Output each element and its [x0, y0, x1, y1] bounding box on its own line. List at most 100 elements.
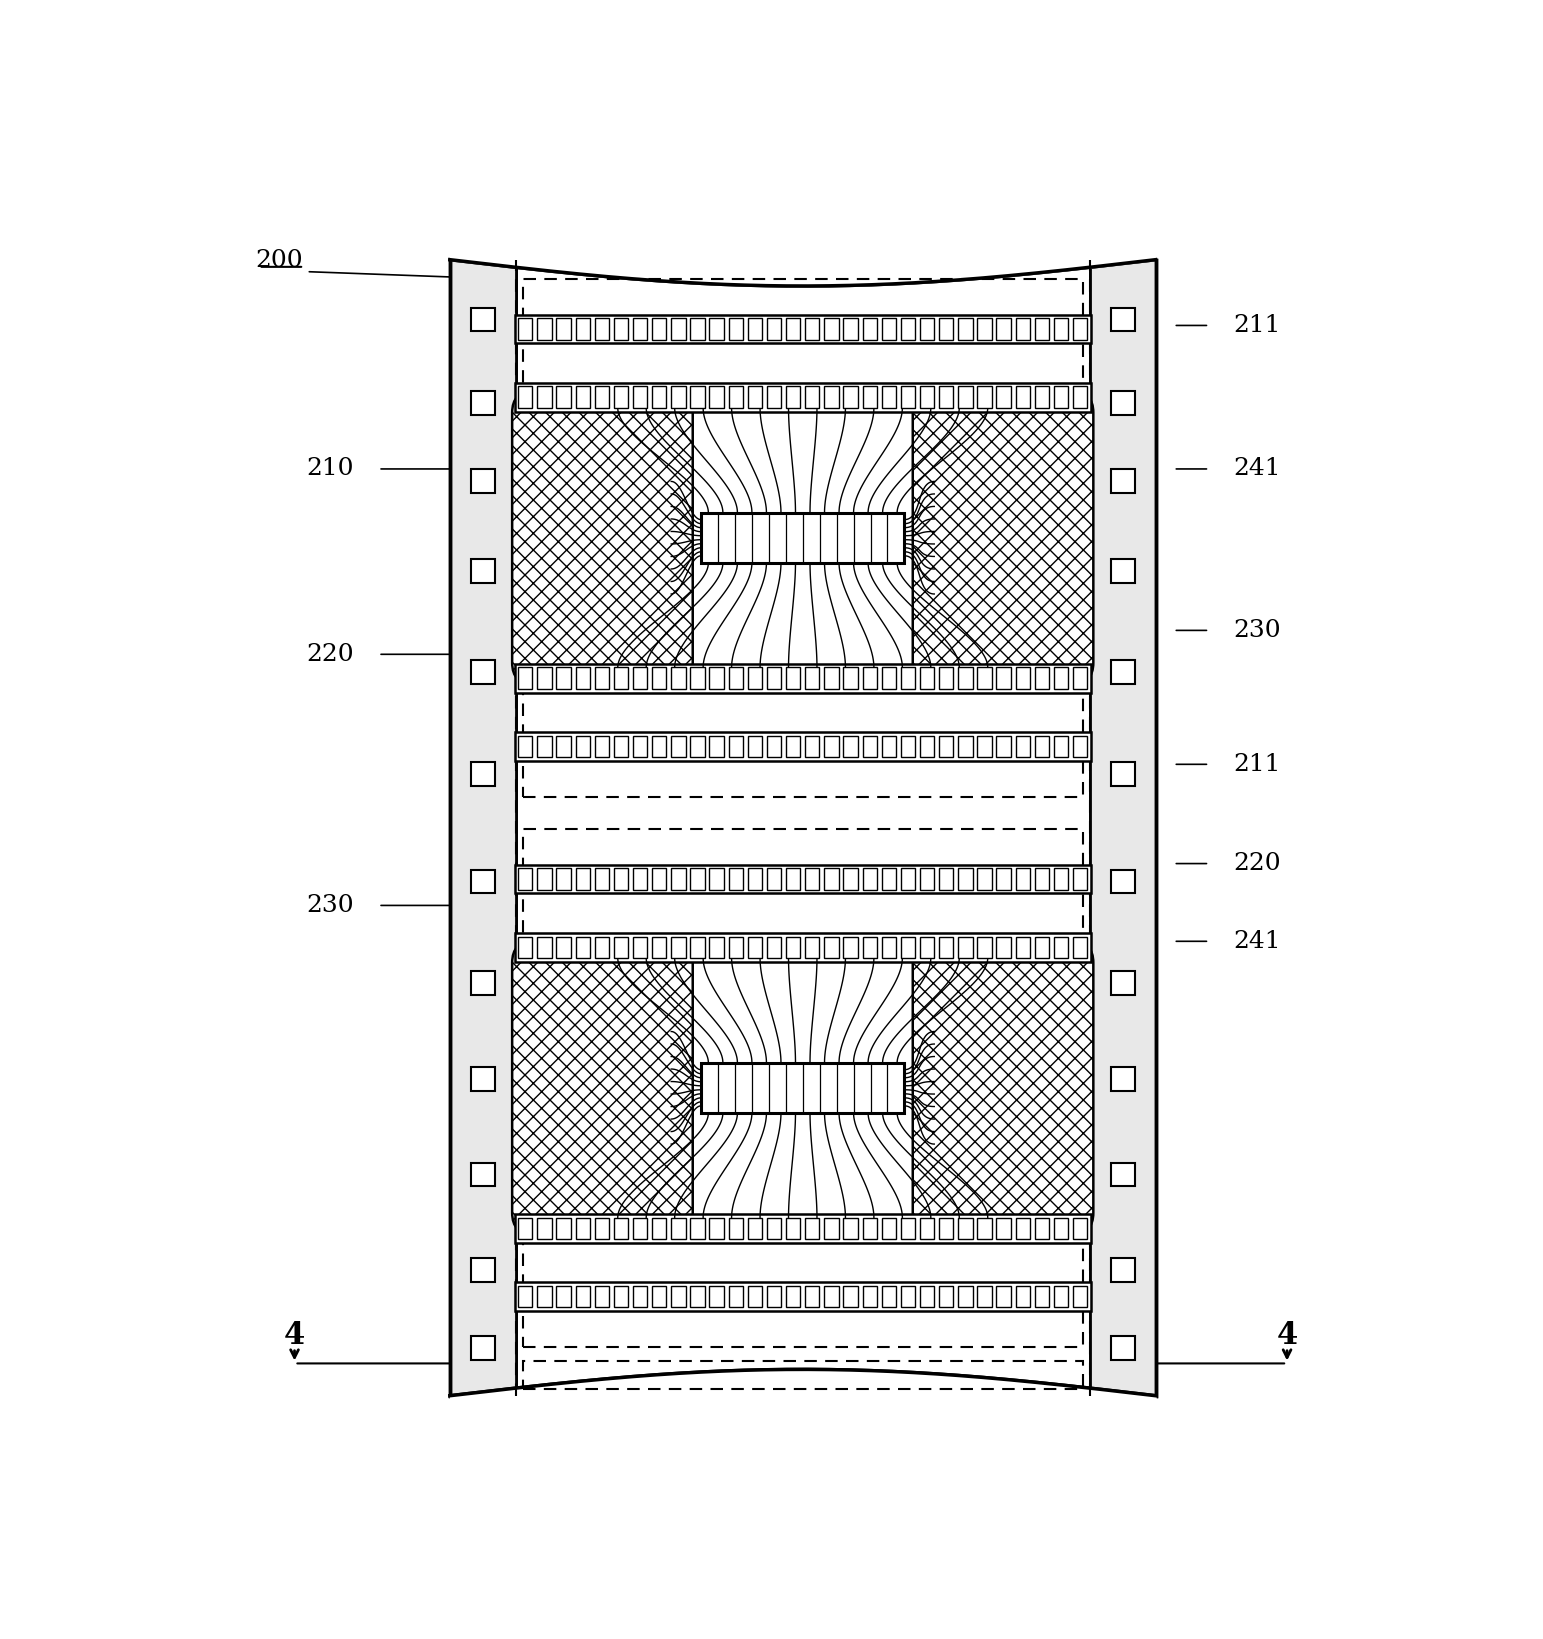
- Bar: [940, 936, 954, 959]
- Bar: [1035, 736, 1049, 757]
- Bar: [710, 936, 724, 959]
- Bar: [997, 1218, 1011, 1239]
- Bar: [537, 869, 552, 890]
- Bar: [1035, 318, 1049, 339]
- Bar: [767, 318, 781, 339]
- Bar: [471, 661, 495, 683]
- Bar: [997, 736, 1011, 757]
- Bar: [805, 736, 819, 757]
- Bar: [977, 318, 992, 339]
- Bar: [805, 387, 819, 408]
- Bar: [690, 936, 705, 959]
- Bar: [518, 736, 532, 757]
- Bar: [671, 1285, 685, 1308]
- Bar: [805, 1218, 819, 1239]
- Bar: [958, 1285, 972, 1308]
- Bar: [728, 1285, 744, 1308]
- Bar: [690, 869, 705, 890]
- Bar: [920, 736, 935, 757]
- Bar: [594, 936, 609, 959]
- Bar: [653, 736, 667, 757]
- Bar: [748, 318, 762, 339]
- Bar: [824, 318, 839, 339]
- Bar: [653, 318, 667, 339]
- Bar: [690, 318, 705, 339]
- Bar: [958, 667, 972, 688]
- Bar: [537, 387, 552, 408]
- Text: 4: 4: [284, 1321, 306, 1352]
- Bar: [748, 869, 762, 890]
- Bar: [633, 1218, 648, 1239]
- Bar: [523, 829, 1083, 1347]
- Bar: [1015, 318, 1031, 339]
- Bar: [518, 318, 532, 339]
- Bar: [653, 387, 667, 408]
- Text: 230: 230: [307, 893, 355, 916]
- Bar: [767, 667, 781, 688]
- Bar: [1015, 869, 1031, 890]
- Bar: [940, 736, 954, 757]
- Bar: [767, 936, 781, 959]
- Bar: [728, 869, 744, 890]
- Bar: [844, 318, 858, 339]
- Text: 211: 211: [1233, 752, 1281, 775]
- Bar: [844, 869, 858, 890]
- FancyBboxPatch shape: [512, 392, 693, 685]
- Bar: [690, 1285, 705, 1308]
- Bar: [881, 869, 896, 890]
- Bar: [920, 1285, 935, 1308]
- Bar: [1072, 318, 1088, 339]
- Bar: [471, 1336, 495, 1360]
- Bar: [614, 1218, 628, 1239]
- Bar: [728, 936, 744, 959]
- Bar: [690, 1218, 705, 1239]
- Bar: [471, 762, 495, 785]
- Bar: [514, 664, 1091, 693]
- Bar: [451, 259, 515, 1396]
- Bar: [653, 936, 667, 959]
- Bar: [824, 936, 839, 959]
- Bar: [940, 1285, 954, 1308]
- Bar: [958, 387, 972, 408]
- Bar: [901, 736, 915, 757]
- Bar: [537, 1218, 552, 1239]
- Bar: [958, 736, 972, 757]
- Bar: [451, 259, 515, 1396]
- Bar: [557, 869, 571, 890]
- Bar: [805, 936, 819, 959]
- Bar: [1111, 1259, 1134, 1282]
- Bar: [514, 865, 1091, 893]
- Bar: [537, 318, 552, 339]
- Bar: [977, 1285, 992, 1308]
- Bar: [690, 736, 705, 757]
- Bar: [901, 1285, 915, 1308]
- Bar: [557, 736, 571, 757]
- Bar: [710, 736, 724, 757]
- Bar: [844, 1218, 858, 1239]
- Bar: [471, 1162, 495, 1187]
- Bar: [863, 1218, 876, 1239]
- Bar: [881, 387, 896, 408]
- Bar: [653, 869, 667, 890]
- Text: 230: 230: [1233, 620, 1281, 642]
- Bar: [863, 387, 876, 408]
- FancyBboxPatch shape: [512, 941, 693, 1234]
- Bar: [785, 387, 801, 408]
- Bar: [451, 259, 1156, 1396]
- Bar: [940, 1218, 954, 1239]
- Bar: [844, 1285, 858, 1308]
- Bar: [576, 667, 589, 688]
- Bar: [1072, 736, 1088, 757]
- Bar: [514, 315, 1091, 344]
- Bar: [1072, 869, 1088, 890]
- Text: 220: 220: [307, 642, 355, 665]
- Bar: [1089, 259, 1156, 1396]
- Bar: [671, 1218, 685, 1239]
- Bar: [881, 936, 896, 959]
- Bar: [523, 1360, 1083, 1388]
- Bar: [863, 936, 876, 959]
- Bar: [1072, 936, 1088, 959]
- Bar: [824, 1285, 839, 1308]
- Bar: [471, 469, 495, 493]
- Bar: [633, 667, 648, 688]
